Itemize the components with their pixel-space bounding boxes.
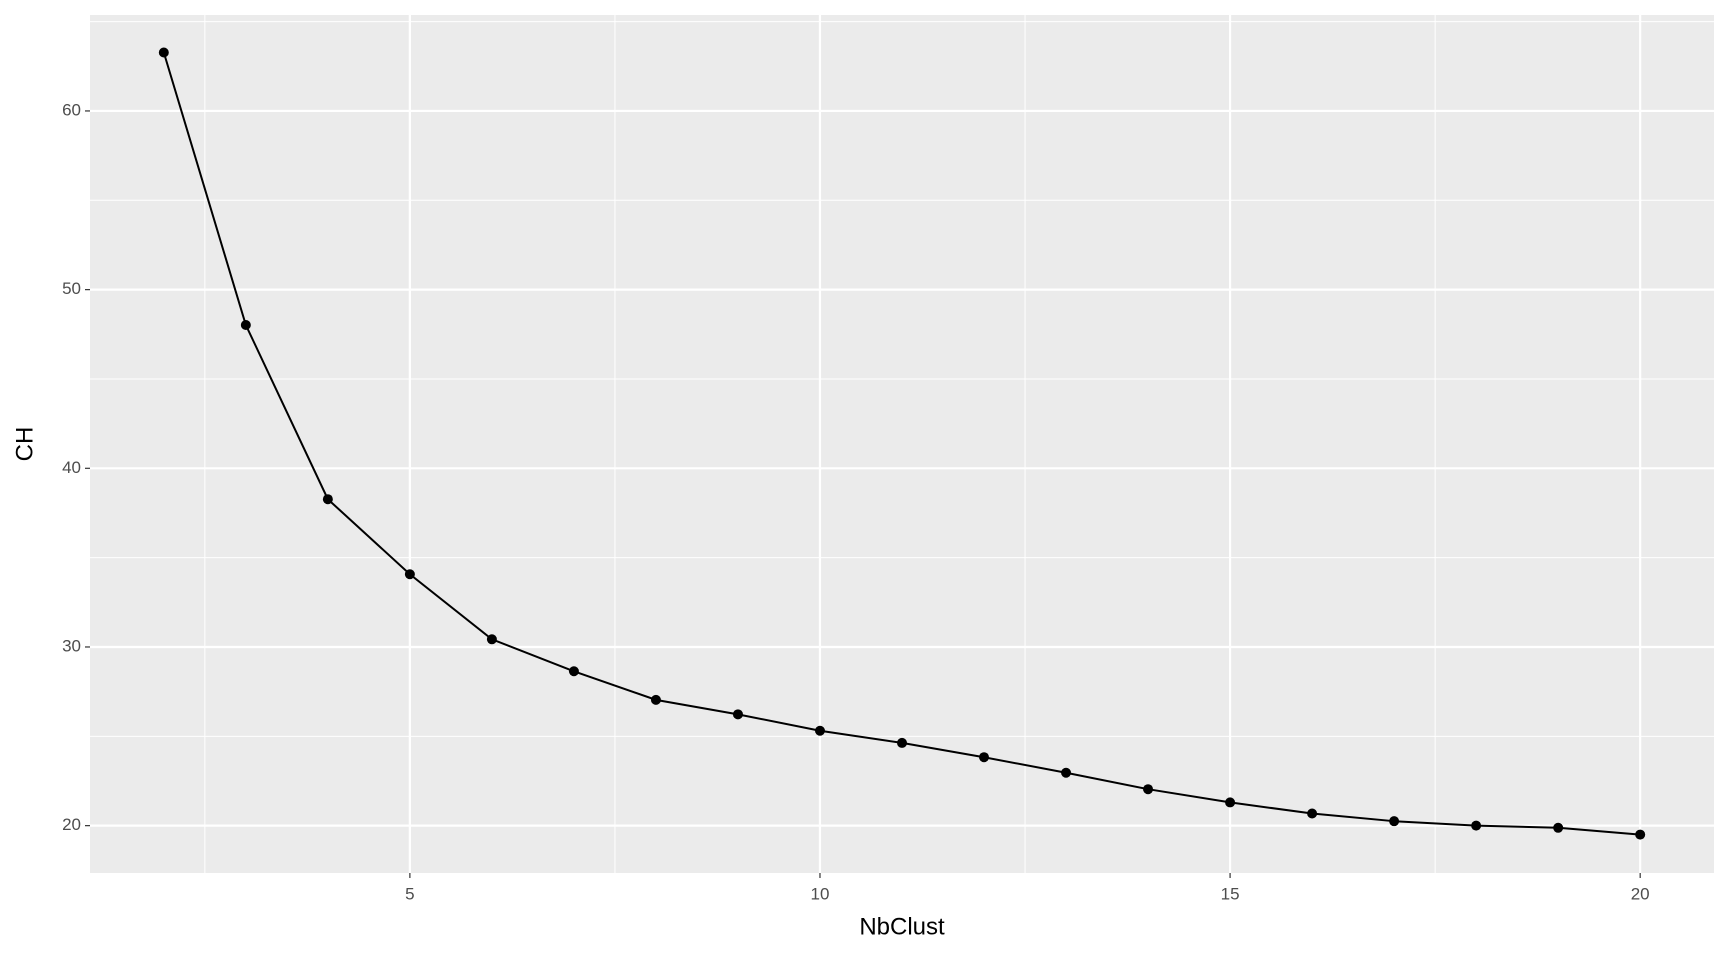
x-tick-label: 10: [811, 884, 830, 903]
point: [568, 666, 579, 677]
y-tick-label: 30: [62, 636, 81, 655]
point: [240, 320, 251, 331]
point: [814, 725, 825, 736]
point: [1307, 808, 1318, 819]
point: [1061, 767, 1072, 778]
y-tick-label: 40: [62, 458, 81, 477]
point: [1635, 829, 1646, 840]
panel: [90, 15, 1714, 873]
point: [322, 494, 333, 505]
point: [732, 709, 743, 720]
point: [1143, 784, 1154, 795]
x-tick-label: 15: [1221, 884, 1240, 903]
point: [1389, 816, 1400, 827]
point: [979, 752, 990, 763]
point: [650, 694, 661, 705]
point: [1471, 820, 1482, 831]
x-axis-title: NbClust: [859, 913, 945, 940]
x-tick-label: 20: [1631, 884, 1650, 903]
point: [158, 47, 169, 58]
x-tick-label: 5: [405, 884, 414, 903]
y-tick-label: 20: [62, 815, 81, 834]
point: [1553, 822, 1564, 833]
y-tick-label: 50: [62, 279, 81, 298]
point: [404, 569, 415, 580]
point: [1225, 797, 1236, 808]
point: [486, 634, 497, 645]
y-axis-title: CH: [11, 427, 38, 462]
point: [897, 737, 907, 748]
y-tick-label: 60: [62, 100, 81, 119]
